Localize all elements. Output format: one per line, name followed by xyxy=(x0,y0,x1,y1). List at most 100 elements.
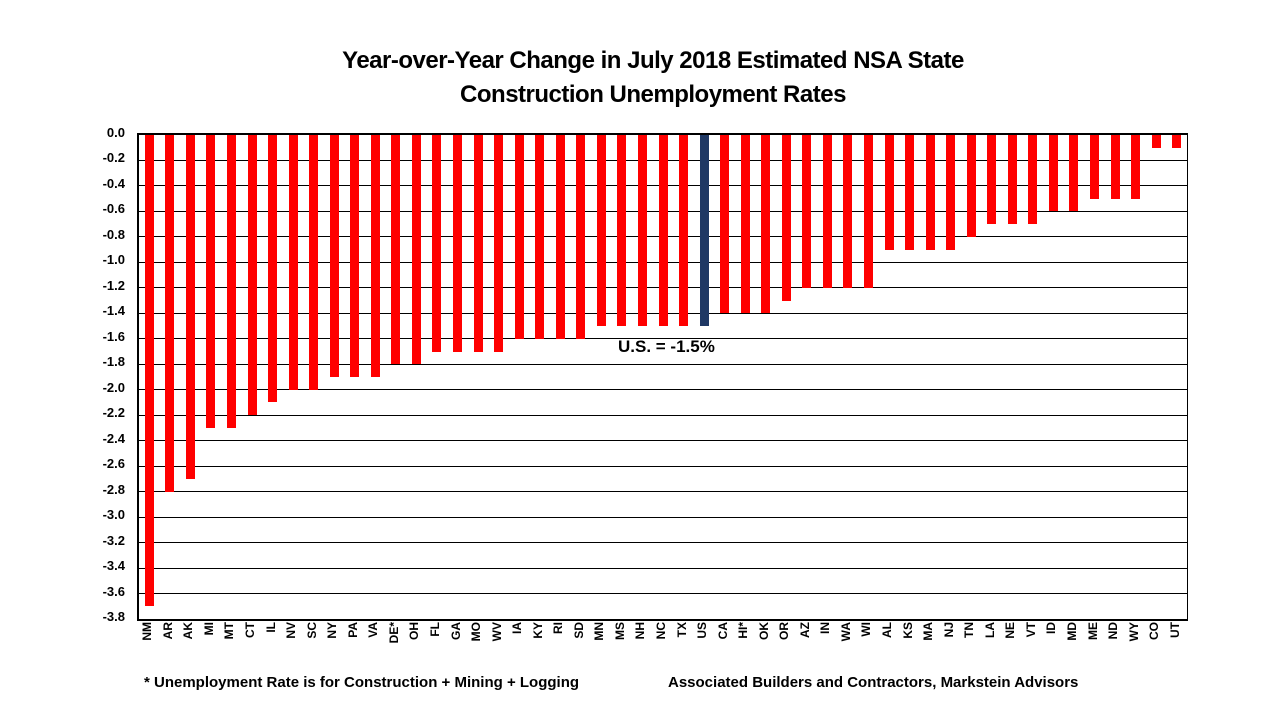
x-tick-label-AK: AK xyxy=(181,622,196,640)
x-tick-label-AL: AL xyxy=(880,622,895,638)
x-tick-label-ID: ID xyxy=(1044,622,1059,634)
x-tick-label-LA: LA xyxy=(982,622,997,638)
bar-IN xyxy=(822,135,832,288)
x-tick-label-ME: ME xyxy=(1085,622,1100,640)
x-tick-label-DE: DE* xyxy=(386,622,401,644)
x-tick-label-WI: WI xyxy=(859,622,874,637)
x-tick-label-IN: IN xyxy=(818,622,833,634)
bar-HI xyxy=(740,135,750,314)
bar-KY xyxy=(535,135,545,339)
x-tick-label-MI: MI xyxy=(201,622,216,636)
bar-ID xyxy=(1048,135,1058,212)
x-tick-label-MN: MN xyxy=(592,622,607,641)
bar-NV xyxy=(288,135,298,390)
bar-KS xyxy=(905,135,915,250)
x-tick-label-CT: CT xyxy=(243,622,258,638)
bar-NE xyxy=(1007,135,1017,225)
bar-MT xyxy=(226,135,236,428)
y-tick-label: -2.6 xyxy=(102,456,125,472)
x-tick-label-KS: KS xyxy=(900,622,915,639)
y-tick-label: -3.6 xyxy=(102,583,125,599)
x-tick-label-KY: KY xyxy=(530,622,545,639)
y-tick-label: -0.8 xyxy=(102,226,125,242)
x-tick-label-IA: IA xyxy=(510,622,525,634)
x-tick-label-MO: MO xyxy=(469,622,484,642)
x-tick-label-OR: OR xyxy=(777,622,792,640)
x-tick-label-NC: NC xyxy=(654,622,668,640)
y-tick-label: -2.4 xyxy=(102,430,125,446)
y-tick-label: -3.8 xyxy=(102,609,125,624)
bar-NH xyxy=(637,135,647,327)
bar-WV xyxy=(494,135,504,352)
gridline xyxy=(139,491,1187,493)
bar-MA xyxy=(925,135,935,250)
x-tick-label-NJ: NJ xyxy=(941,622,956,638)
x-tick-label-WV: WV xyxy=(489,622,504,642)
x-tick-label-CA: CA xyxy=(715,622,730,640)
x-tick-label-TX: TX xyxy=(674,622,689,638)
bar-NC xyxy=(658,135,668,327)
y-tick-label: -0.2 xyxy=(102,150,125,166)
bar-RI xyxy=(555,135,565,339)
bar-GA xyxy=(453,135,462,352)
x-tick-label-NV: NV xyxy=(284,622,299,639)
bar-MS xyxy=(617,135,627,327)
y-tick-label: 0.0 xyxy=(106,125,125,140)
bar-MD xyxy=(1069,135,1079,212)
y-tick-label: -2.8 xyxy=(102,481,125,497)
x-tick-label-AZ: AZ xyxy=(797,622,812,638)
bar-WI xyxy=(863,135,873,288)
x-tick-label-CO: CO xyxy=(1147,622,1162,640)
x-tick-label-OH: OH xyxy=(407,622,422,640)
x-tick-label-NE: NE xyxy=(1003,622,1018,639)
gridline xyxy=(139,440,1187,442)
y-tick-label: -1.0 xyxy=(102,252,125,268)
y-tick-label: -0.6 xyxy=(102,201,125,217)
bar-MN xyxy=(596,135,606,327)
chart-title: Year-over-Year Change in July 2018 Estim… xyxy=(120,44,1186,112)
gridline xyxy=(139,516,1187,518)
x-tick-label-RI: RI xyxy=(551,622,566,634)
x-tick-label-VT: VT xyxy=(1023,622,1038,638)
x-tick-label-MA: MA xyxy=(921,622,936,641)
x-tick-label-MT: MT xyxy=(222,622,237,640)
bar-AK xyxy=(185,135,195,479)
bar-UT xyxy=(1172,135,1182,148)
bar-MI xyxy=(206,135,216,428)
bar-TN xyxy=(966,135,976,237)
bar-NY xyxy=(329,135,339,377)
bar-AL xyxy=(884,135,894,250)
bar-ND xyxy=(1110,135,1120,199)
bar-SD xyxy=(576,135,586,339)
plot-area xyxy=(137,133,1188,621)
y-tick-label: -1.2 xyxy=(102,277,125,293)
x-tick-label-NM: NM xyxy=(140,622,155,641)
x-tick-label-GA: GA xyxy=(448,622,463,640)
bar-OK xyxy=(761,135,771,314)
y-tick-label: -1.4 xyxy=(102,303,125,319)
chart-title-line2: Construction Unemployment Rates xyxy=(460,81,846,108)
gridline xyxy=(139,338,1187,340)
y-tick-label: -3.4 xyxy=(102,558,125,574)
bar-WA xyxy=(843,135,853,288)
x-tick-label-WY: WY xyxy=(1126,622,1141,642)
bar-IL xyxy=(268,135,278,403)
y-tick-label: -2.0 xyxy=(102,379,125,395)
y-axis-labels: 0.0 -0.2 -0.4 -0.6 -0.8 -1.0 -1.2 -1.4 -1.6 -1.8 -… xyxy=(0,125,130,624)
x-tick-label-MS: MS xyxy=(612,622,627,640)
bar-LA xyxy=(987,135,997,225)
gridline xyxy=(139,465,1187,467)
x-tick-label-WA: WA xyxy=(838,622,853,642)
bar-TX xyxy=(679,135,689,327)
x-tick-label-TN: TN xyxy=(962,622,977,638)
bar-ME xyxy=(1090,135,1100,199)
bar-AR xyxy=(165,135,175,492)
us-value-annotation: U.S. = -1.5% xyxy=(618,337,715,356)
y-tick-label: -1.6 xyxy=(102,328,125,344)
gridline xyxy=(139,363,1187,365)
x-tick-label-MD: MD xyxy=(1064,622,1079,641)
x-tick-label-HI: HI* xyxy=(736,622,751,639)
bar-SC xyxy=(309,135,319,390)
gridline xyxy=(139,389,1187,391)
